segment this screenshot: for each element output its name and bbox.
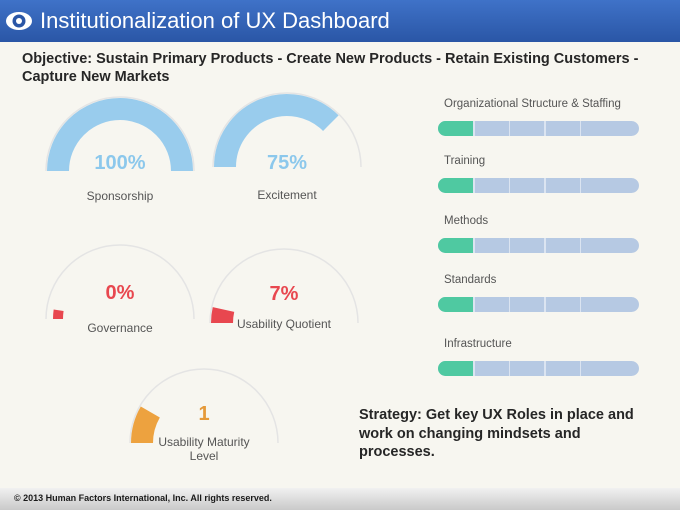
gauge-1: 100% Sponsorship (40, 88, 200, 203)
gauge-value: 7% (269, 283, 299, 305)
objective-text: Objective: Sustain Primary Products - Cr… (22, 51, 639, 85)
gauge-arc (45, 96, 195, 172)
gauge-value: 1 (198, 403, 210, 425)
gauge-fill (214, 94, 339, 168)
gauge-track (209, 248, 359, 324)
bar-segment-divider (579, 238, 581, 253)
strategy-text: Strategy: Get key UX Roles in place and … (359, 407, 634, 460)
gauge-fill (47, 98, 193, 172)
gauge-fill (210, 307, 235, 324)
progress-bar-fill (438, 361, 474, 376)
gauge-label: Governance (87, 321, 153, 335)
bar-segment-divider (508, 178, 511, 193)
progress-bar (438, 178, 639, 193)
bar-segment-divider (544, 361, 546, 376)
bar-segment-divider (473, 361, 475, 376)
gauge-fill (53, 309, 64, 320)
gauge-arc (212, 92, 362, 168)
progress-bar-fill (438, 238, 474, 253)
bar-title: Infrastructure (444, 338, 512, 350)
gauge-label: Usability Quotient (236, 317, 332, 331)
bar-segment-divider (473, 238, 475, 253)
bar-segment-divider (544, 121, 546, 136)
progress-bar-fill (438, 178, 474, 193)
bar-title: Organizational Structure & Staffing (444, 98, 621, 110)
progress-bar (438, 297, 639, 312)
bar-title: Methods (444, 215, 489, 227)
gauge-value: 0% (105, 282, 135, 304)
bar-segment-divider (508, 361, 511, 376)
gauge-arc (45, 244, 195, 320)
gauge-label: Sponsorship (86, 189, 154, 203)
gauge-track (45, 96, 195, 172)
bar-segment-divider (579, 121, 581, 136)
bar-segment-divider (544, 297, 546, 312)
gauge-arc (129, 368, 279, 444)
gauge-fill (131, 406, 161, 444)
footer-bar: © 2013 Human Factors International, Inc.… (0, 488, 680, 510)
bar-segment-divider (508, 238, 511, 253)
progress-bar (438, 121, 639, 136)
bar-segment-divider (508, 121, 511, 136)
gauge-5: 1 Usability Maturity Level (124, 360, 284, 463)
progress-bar-fill (438, 297, 474, 312)
gauge-arc (209, 248, 359, 324)
gauge-track (129, 368, 279, 444)
bar-segment-divider (579, 297, 581, 312)
progress-bar (438, 361, 639, 376)
bar-segment-divider (473, 121, 475, 136)
bar-segment-divider (544, 178, 546, 193)
bar-title: Standards (444, 274, 497, 286)
eye-icon (6, 12, 32, 30)
gauge-value: 75% (266, 152, 308, 174)
progress-bar-fill (438, 121, 474, 136)
gauge-label: Usability Maturity Level (158, 435, 250, 463)
bar-segment-divider (579, 178, 581, 193)
gauge-value: 100% (94, 152, 146, 174)
bar-segment-divider (473, 297, 475, 312)
bar-segment-divider (473, 178, 475, 193)
bar-segment-divider (579, 361, 581, 376)
gauge-2: 75% Excitement (207, 84, 367, 202)
copyright-text: © 2013 Human Factors International, Inc.… (14, 493, 272, 503)
page-title: Institutionalization of UX Dashboard (40, 8, 390, 33)
gauge-track (45, 244, 195, 320)
progress-bar (438, 238, 639, 253)
bar-segment-divider (544, 238, 546, 253)
gauge-label: Excitement (257, 188, 317, 202)
gauge-track (212, 92, 362, 168)
bar-segment-divider (508, 297, 511, 312)
bar-title: Training (444, 155, 486, 167)
header-bar: Institutionalization of UX Dashboard (0, 0, 680, 42)
gauge-4: 7% Usability Quotient (204, 240, 364, 335)
gauge-3: 0% Governance (40, 236, 200, 335)
